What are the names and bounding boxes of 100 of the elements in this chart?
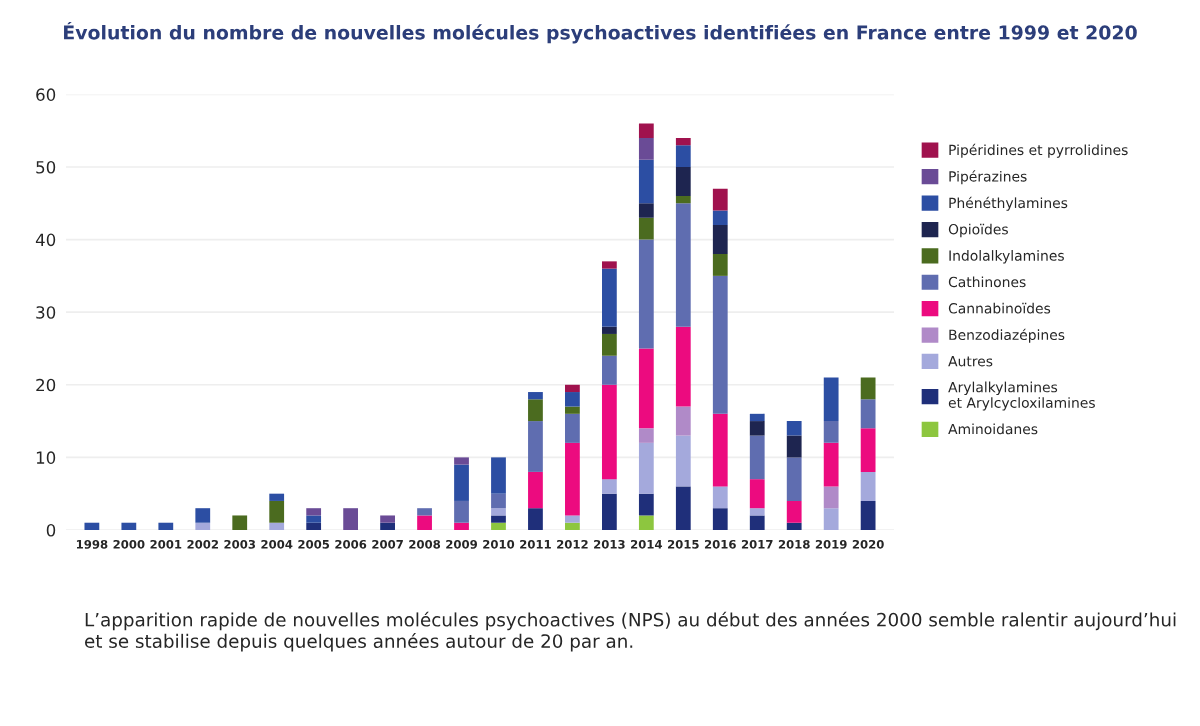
bar [749, 413, 765, 422]
bar [712, 254, 728, 276]
bar [565, 442, 580, 516]
y-tick-label: 40 [35, 233, 56, 247]
bar [675, 166, 691, 197]
bar [823, 421, 839, 443]
bar [380, 515, 395, 523]
bar [712, 413, 728, 487]
bar [860, 500, 876, 530]
bar [712, 275, 728, 414]
bar [121, 522, 137, 530]
bar [675, 435, 691, 487]
chart-title: Évolution du nombre de nouvelles molécules psychoactives identifiées en France entre 1999 et 2020 [64, 21, 1137, 44]
bar [786, 500, 802, 523]
y-tick-label: 60 [36, 88, 56, 101]
bar [823, 442, 839, 487]
bar [675, 196, 691, 204]
y-tick-label: 30 [36, 306, 56, 319]
bar [675, 486, 691, 530]
bar [712, 508, 728, 530]
bar [417, 515, 432, 530]
bar [601, 355, 617, 385]
bar [491, 508, 506, 516]
bar [786, 435, 802, 458]
bar [638, 428, 654, 443]
bar [823, 486, 839, 509]
bar [675, 145, 691, 167]
bar [860, 377, 876, 400]
bar [601, 479, 617, 494]
bar [823, 508, 839, 530]
bar [491, 515, 506, 523]
bar [601, 268, 617, 327]
bar [749, 515, 765, 530]
bar [675, 406, 691, 436]
bar [417, 508, 432, 516]
bar [638, 493, 654, 516]
bar [601, 493, 617, 530]
bar [565, 406, 580, 414]
bar [638, 515, 654, 530]
bar [749, 508, 765, 516]
y-tick-label: 10 [36, 451, 56, 464]
bar [269, 522, 285, 530]
bar [528, 471, 543, 509]
bar [528, 508, 543, 530]
bar [786, 457, 802, 501]
bar [638, 203, 654, 218]
bar [638, 137, 654, 160]
bar [306, 515, 322, 523]
text: L’apparition rapide de nouvelles molécules psychoactives (NPS) au début des années 2000 semble ralentir aujourd’hui et se stabilise depuis quelques années autour de 20 par an. [85, 611, 1176, 652]
bar [601, 333, 617, 356]
bar [786, 421, 802, 436]
bar [565, 392, 580, 407]
bar [380, 522, 395, 530]
bar [269, 500, 285, 523]
y-tick-label: 20 [36, 378, 56, 392]
bar [749, 421, 765, 436]
bar [675, 326, 691, 407]
bar [306, 522, 322, 530]
bar [638, 239, 654, 349]
bar [343, 508, 359, 530]
bar [232, 515, 248, 530]
bar [565, 515, 580, 523]
y-tick-label: 0 [46, 523, 56, 537]
bar [749, 479, 765, 509]
bar [638, 217, 654, 240]
bar [823, 377, 839, 422]
bar [195, 522, 211, 530]
bar [638, 123, 654, 138]
bar [712, 225, 728, 255]
bar [712, 188, 728, 211]
bar [749, 435, 765, 480]
bar [786, 522, 802, 530]
bar [491, 522, 506, 530]
bar [195, 508, 211, 523]
bar [491, 493, 506, 509]
bar [528, 421, 543, 472]
bar [675, 137, 691, 146]
bar [601, 384, 617, 480]
bar [712, 486, 728, 509]
bar [712, 210, 728, 226]
bar [601, 326, 617, 334]
bar [454, 457, 469, 465]
bar [565, 413, 580, 443]
bar [528, 399, 543, 422]
bar [158, 522, 174, 530]
bar [601, 261, 617, 269]
bar [638, 442, 654, 494]
bar [269, 493, 285, 501]
bar [84, 522, 100, 530]
bar [528, 392, 543, 400]
bar [638, 348, 654, 429]
bar [860, 428, 876, 472]
bar [565, 522, 580, 530]
bar [638, 159, 654, 204]
bar [454, 500, 469, 523]
bar [306, 508, 322, 516]
bar [860, 471, 876, 501]
bar [491, 457, 506, 494]
bar [454, 522, 469, 530]
bar [675, 203, 691, 327]
